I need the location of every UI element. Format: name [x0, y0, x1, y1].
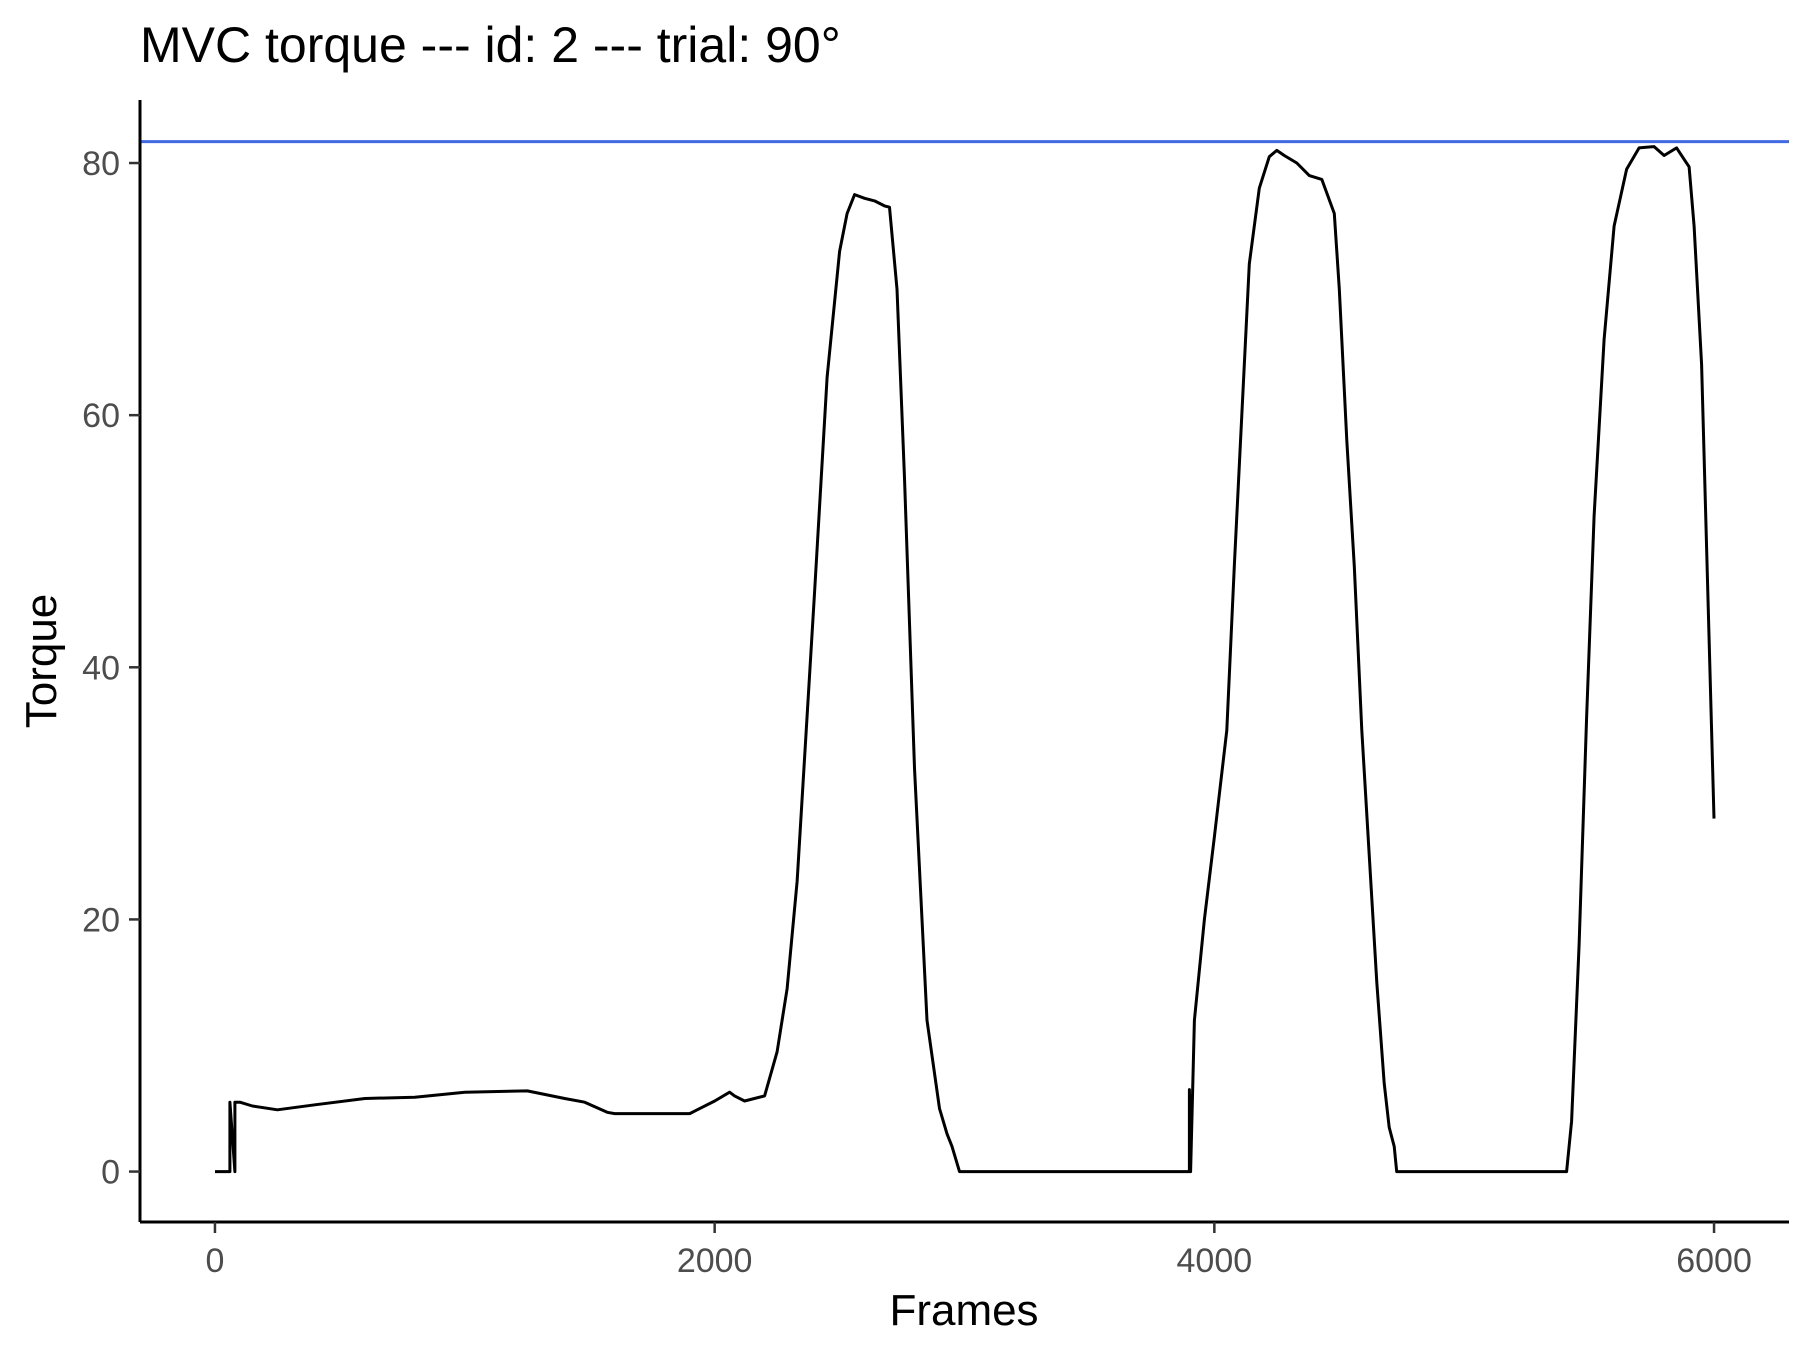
y-tick-label: 0 — [101, 1154, 120, 1192]
x-tick-label: 2000 — [677, 1242, 753, 1280]
y-tick-label: 60 — [82, 397, 120, 435]
y-axis-title: Torque — [17, 594, 66, 729]
plot-area — [140, 140, 1789, 1174]
x-axis-ticks: 0 2000 4000 6000 — [205, 1222, 1752, 1280]
y-tick-label: 40 — [82, 649, 120, 687]
torque-series-line — [215, 145, 1716, 1174]
y-tick-label: 80 — [82, 145, 120, 183]
x-tick-label: 6000 — [1676, 1242, 1752, 1280]
x-tick-label: 4000 — [1177, 1242, 1253, 1280]
chart-title: MVC torque --- id: 2 --- trial: 90° — [140, 17, 841, 73]
y-tick-label: 20 — [82, 901, 120, 939]
x-axis-title: Frames — [889, 1286, 1038, 1335]
y-axis-ticks: 0 20 40 60 80 — [82, 145, 140, 1192]
x-tick-label: 0 — [205, 1242, 224, 1280]
